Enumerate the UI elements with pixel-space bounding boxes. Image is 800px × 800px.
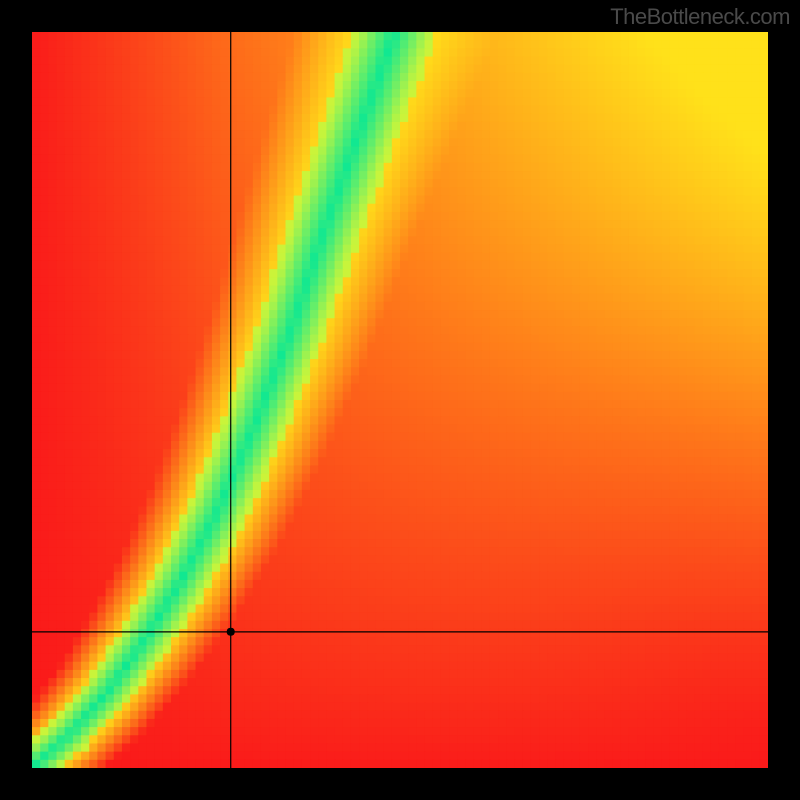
watermark-text: TheBottleneck.com xyxy=(610,4,790,30)
chart-container: TheBottleneck.com xyxy=(0,0,800,800)
plot-area xyxy=(32,32,768,768)
heatmap-canvas xyxy=(32,32,768,768)
